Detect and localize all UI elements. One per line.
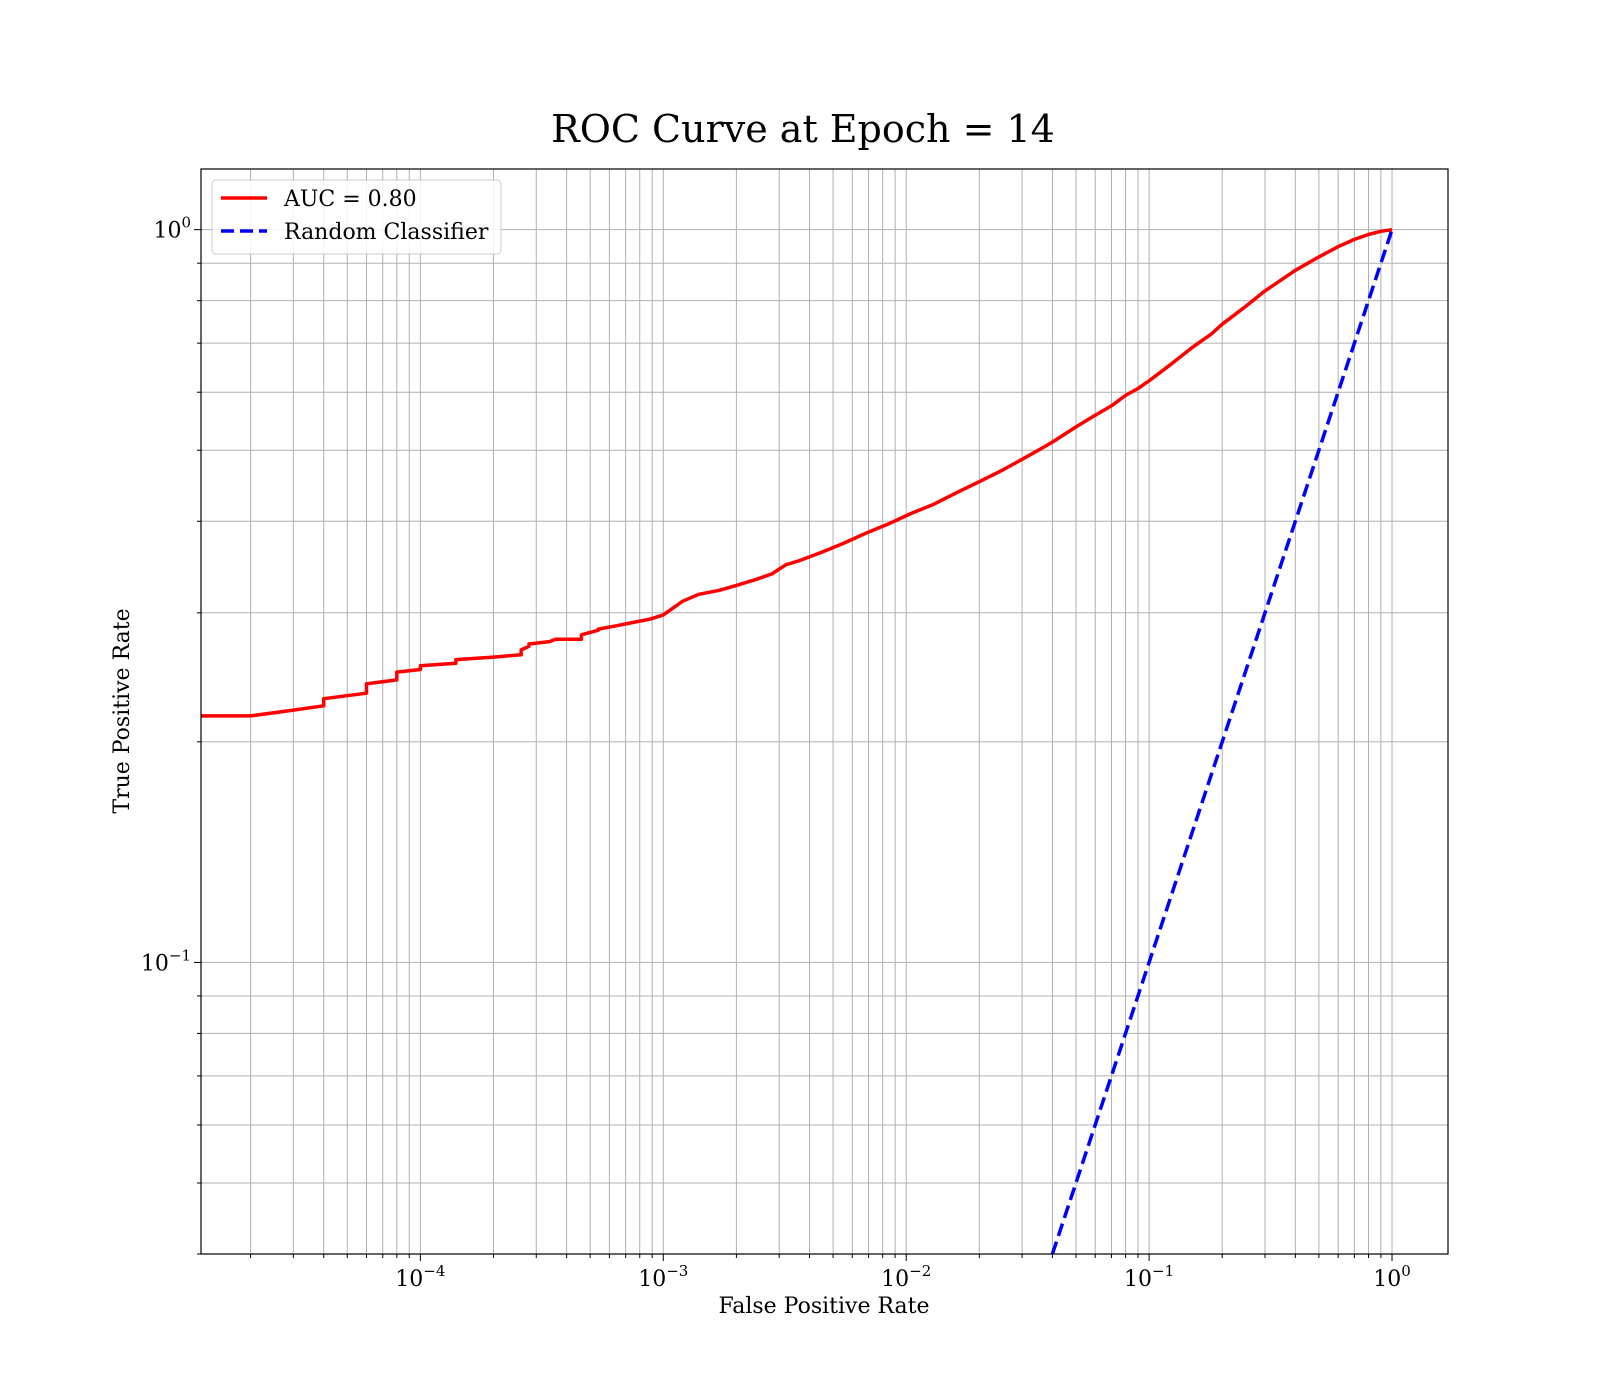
y-axis-label: True Positive Rate xyxy=(110,608,135,813)
chart-title: ROC Curve at Epoch = 14 xyxy=(551,107,1055,151)
y-tick-exponent: 0 xyxy=(181,214,191,232)
x-tick-label: 10−3 xyxy=(638,1262,688,1292)
y-tick-label: 100 xyxy=(153,214,191,244)
tick-marks xyxy=(194,229,1393,1261)
y-tick-base: 10 xyxy=(141,951,169,976)
series-layer xyxy=(201,227,1394,1254)
x-tick-label: 10−4 xyxy=(395,1262,445,1292)
x-tick-exponent: 0 xyxy=(1401,1262,1411,1280)
x-tick-base: 10 xyxy=(881,1267,909,1292)
legend-label-auc: AUC = 0.80 xyxy=(283,187,417,212)
x-tick-base: 10 xyxy=(1373,1267,1401,1292)
roc-curve-line xyxy=(201,227,1393,718)
x-tick-exponent: −1 xyxy=(1152,1262,1174,1280)
plot-frame xyxy=(200,168,1449,1255)
legend: AUC = 0.80 Random Classifier xyxy=(211,179,502,255)
random-classifier-line xyxy=(1050,229,1394,1254)
y-tick-label: 10−1 xyxy=(141,946,191,976)
y-tick-base: 10 xyxy=(153,219,181,244)
legend-label-random: Random Classifier xyxy=(284,220,489,245)
x-tick-label: 100 xyxy=(1373,1262,1411,1292)
x-tick-label: 10−2 xyxy=(881,1262,931,1292)
x-tick-base: 10 xyxy=(638,1267,666,1292)
x-tick-labels: 10−4 10−3 10−2 10−1 100 xyxy=(395,1262,1410,1292)
y-tick-exponent: −1 xyxy=(169,946,191,964)
grid-lines xyxy=(201,169,1448,1255)
x-tick-exponent: −3 xyxy=(666,1262,688,1280)
x-tick-exponent: −2 xyxy=(909,1262,931,1280)
x-tick-base: 10 xyxy=(1124,1267,1152,1292)
x-tick-base: 10 xyxy=(395,1267,423,1292)
legend-box xyxy=(211,179,502,255)
x-axis-label: False Positive Rate xyxy=(718,1294,929,1319)
x-tick-label: 10−1 xyxy=(1124,1262,1174,1292)
x-tick-exponent: −4 xyxy=(423,1262,445,1280)
